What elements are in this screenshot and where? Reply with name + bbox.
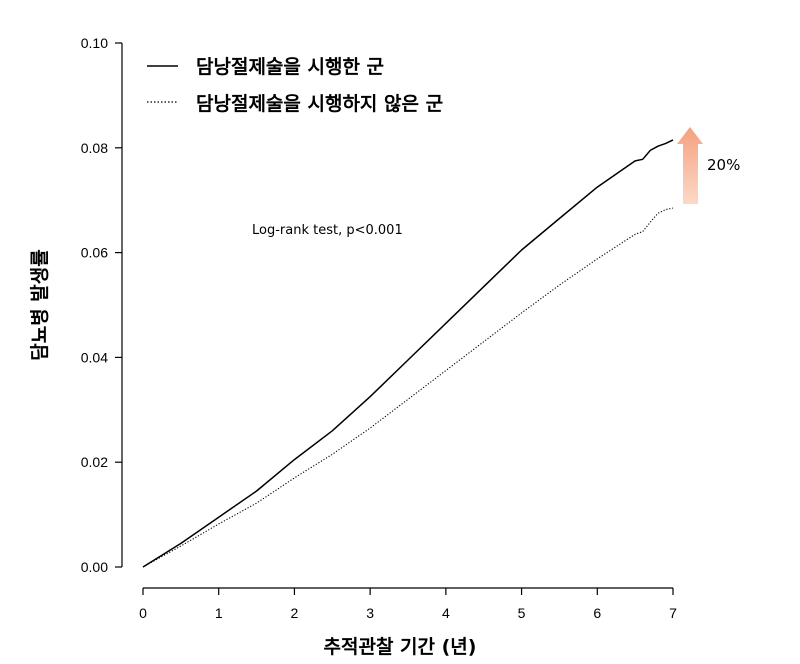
series-line-surgery bbox=[142, 139, 674, 568]
legend-label-no-surgery: 담낭절제술을 시행하지 않은 군 bbox=[196, 93, 443, 115]
x-tick-label: 4 bbox=[442, 605, 450, 621]
x-tick-label: 6 bbox=[593, 605, 601, 621]
series-lines bbox=[142, 139, 674, 568]
x-tick-label: 5 bbox=[518, 605, 526, 621]
x-tick-label: 1 bbox=[215, 605, 223, 621]
y-tick-label: 0.00 bbox=[81, 559, 108, 575]
legend: 담낭절제술을 시행한 군 담낭절제술을 시행하지 않은 군 bbox=[147, 56, 443, 115]
y-tick-label: 0.06 bbox=[81, 245, 108, 261]
legend-label-surgery: 담낭절제술을 시행한 군 bbox=[196, 56, 384, 78]
y-tick-label: 0.04 bbox=[81, 349, 108, 365]
x-tick-label: 2 bbox=[291, 605, 299, 621]
y-axis-title: 담뇨병 발생률 bbox=[29, 249, 51, 361]
series-line-no-surgery bbox=[142, 207, 674, 568]
x-tick-label: 3 bbox=[366, 605, 374, 621]
y-tick-label: 0.08 bbox=[81, 140, 108, 156]
x-axis-ticks: 0 1 2 3 4 5 6 7 bbox=[139, 588, 677, 621]
x-tick-label: 0 bbox=[139, 605, 147, 621]
y-tick-label: 0.02 bbox=[81, 454, 108, 470]
log-rank-annotation: Log-rank test, p<0.001 bbox=[252, 223, 403, 238]
y-axis-ticks: 0.00 0.02 0.04 0.06 0.08 0.10 bbox=[81, 35, 122, 575]
x-axis-title: 추적관찰 기간 (년) bbox=[324, 636, 477, 658]
increase-arrow-label: 20% bbox=[707, 156, 740, 174]
increase-arrow-icon bbox=[677, 127, 703, 204]
x-tick-label: 7 bbox=[669, 605, 677, 621]
y-tick-label: 0.10 bbox=[81, 35, 108, 51]
